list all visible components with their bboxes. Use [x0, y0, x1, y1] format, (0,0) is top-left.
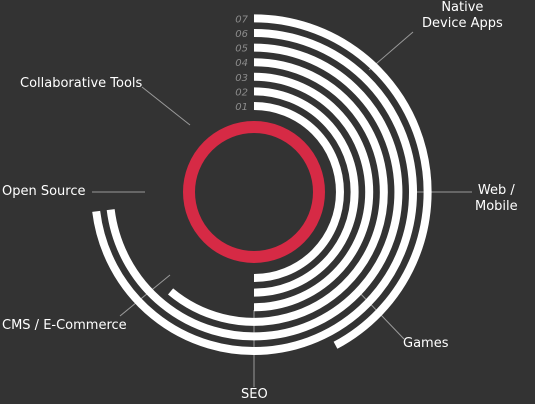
- ring-number-02: 02: [235, 87, 248, 98]
- label-open-source: Open Source: [2, 184, 86, 199]
- ring-arc-06: [92, 29, 418, 355]
- label-collaborative-tools: Collaborative Tools: [20, 76, 143, 91]
- ring-arc-07: [253, 14, 432, 349]
- ring-number-05: 05: [235, 44, 248, 55]
- ring-number-01: 01: [235, 102, 248, 113]
- core-ring: [183, 121, 325, 263]
- ring-arc-03: [253, 72, 374, 312]
- label-seo: SEO: [241, 387, 268, 402]
- label-web-mobile: Web / Mobile: [475, 183, 518, 214]
- ring-arc-05: [106, 43, 403, 341]
- leader-line: [119, 274, 171, 317]
- ring-arc-02: [253, 87, 359, 297]
- ring-number-03: 03: [235, 73, 248, 84]
- label-games: Games: [403, 336, 449, 351]
- label-native-device-apps: Native Device Apps: [422, 0, 503, 31]
- leader-line: [141, 86, 191, 126]
- ring-arc-04: [168, 58, 388, 326]
- ring-arc-01: [253, 102, 344, 282]
- ring-number-07: 07: [235, 14, 248, 25]
- label-cms-ecommerce: CMS / E-Commerce: [2, 318, 127, 333]
- ring-number-06: 06: [235, 29, 248, 40]
- ring-numbers: 01 02 03 04 05 06 07: [235, 14, 248, 113]
- ring-number-04: 04: [235, 58, 248, 69]
- ring-arcs: [92, 14, 432, 355]
